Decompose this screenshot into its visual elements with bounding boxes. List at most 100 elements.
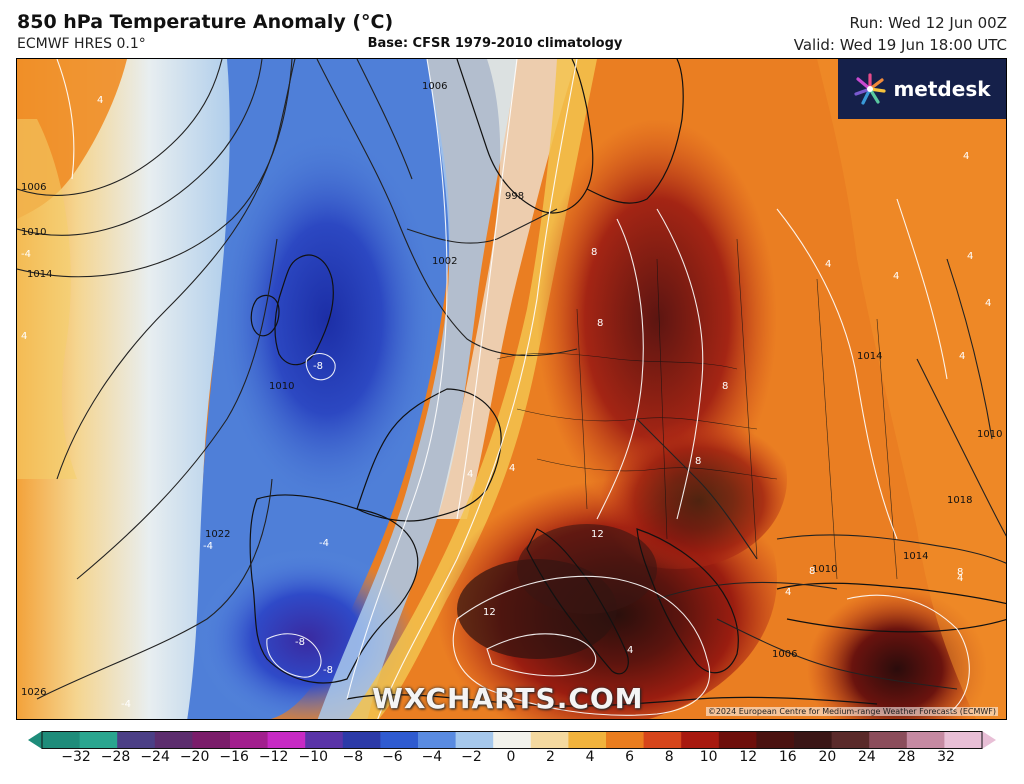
run-time-label: Run: Wed 12 Jun 00Z <box>849 14 1007 32</box>
isobar-label: 1006 <box>772 649 797 660</box>
anomaly-label: 8 <box>957 567 963 578</box>
climatology-base-label: Base: CFSR 1979-2010 climatology <box>0 36 990 51</box>
isobar-label: 1022 <box>205 529 230 540</box>
anomaly-label: 4 <box>963 151 969 162</box>
isobar-label: 1026 <box>21 687 46 698</box>
isobar-label: 1010 <box>812 564 837 575</box>
colorbar-segment <box>267 731 306 749</box>
anomaly-label: 8 <box>695 456 701 467</box>
anomaly-contours <box>56 59 970 719</box>
anomaly-label: -4 <box>203 541 213 552</box>
isobar-label: 1010 <box>269 381 294 392</box>
anomaly-label: 4 <box>957 573 963 584</box>
climatology-base-text: Base: CFSR 1979-2010 climatology <box>367 36 623 51</box>
colorbar-segment <box>79 731 118 749</box>
anomaly-label: 8 <box>597 318 603 329</box>
isobar-label: 1018 <box>947 495 972 506</box>
colorbar-segment <box>606 731 645 749</box>
colorbar-tick-label: −2 <box>461 749 482 765</box>
colorbar-tick-label: 10 <box>699 749 718 765</box>
colorbar-strip <box>28 731 996 749</box>
colorbar-segment <box>117 731 156 749</box>
colorbar-tick-label: 12 <box>739 749 758 765</box>
colorbar-segment <box>944 731 983 749</box>
colorbar-segments <box>42 731 983 749</box>
colorbar-segment <box>794 731 833 749</box>
colorbar: −32 −28 −24 −20 −16 −12 −10 −8 −6 −4 −2 0 2 4 6 8 10 12 16… <box>28 731 996 781</box>
colorbar-segment <box>869 731 908 749</box>
isobar-label: 1010 <box>21 227 46 238</box>
colorbar-segment <box>192 731 231 749</box>
colorbar-segment <box>831 731 870 749</box>
colorbar-segment <box>305 731 344 749</box>
anomaly-label: 4 <box>97 95 103 106</box>
colorbar-tick-label: 24 <box>857 749 876 765</box>
valid-time-label: Valid: Wed 19 Jun 18:00 UTC <box>793 36 1007 54</box>
anomaly-label: 4 <box>985 298 991 309</box>
colorbar-tick-label: 2 <box>546 749 555 765</box>
isobar-label: 1010 <box>977 429 1002 440</box>
colorbar-segment <box>493 731 532 749</box>
colorbar-tick-label: −20 <box>179 749 210 765</box>
colorbar-segment <box>380 731 419 749</box>
anomaly-label: -8 <box>323 665 333 676</box>
isobar-labels: 1006 1010 1014 1002 998 1010 1006 1014 1… <box>21 81 1002 698</box>
anomaly-label: -4 <box>21 249 31 260</box>
anomaly-label: -8 <box>313 361 323 372</box>
colorbar-tick-label: 32 <box>937 749 955 765</box>
colorbar-ticks: −32 −28 −24 −20 −16 −12 −10 −8 −6 −4 −2 0 2 4 6 8 10 12 16… <box>28 749 996 771</box>
anomaly-label: 4 <box>785 587 791 598</box>
colorbar-segment <box>568 731 607 749</box>
colorbar-tick-label: −12 <box>258 749 289 765</box>
isobar-label: 1002 <box>432 256 457 267</box>
colorbar-segment <box>718 731 757 749</box>
anomaly-label: -4 <box>319 538 329 549</box>
isobars <box>17 59 1006 700</box>
anomaly-label: 4 <box>825 259 831 270</box>
logo-text: metdesk <box>893 77 991 101</box>
isobar-label: 998 <box>505 191 524 202</box>
colorbar-tick-label: −24 <box>140 749 170 765</box>
watermark: WXCHARTS.COM <box>372 682 644 715</box>
copyright-notice: ©2024 European Centre for Medium-range W… <box>705 707 998 716</box>
colorbar-tick-label: −4 <box>421 749 443 765</box>
colorbar-segment <box>418 731 457 749</box>
colorbar-outline <box>41 731 983 749</box>
anomaly-label: 4 <box>959 351 965 362</box>
anomaly-label: 4 <box>967 251 973 262</box>
anomaly-label: -8 <box>295 637 305 648</box>
colorbar-segment <box>530 731 569 749</box>
colorbar-tick-label: 8 <box>664 749 674 765</box>
colorbar-tick-label: 16 <box>778 749 797 765</box>
colorbar-segment <box>643 731 682 749</box>
anomaly-label: 4 <box>509 463 515 474</box>
isobar-label: 1006 <box>422 81 447 92</box>
map-canvas: 1006 1010 1014 1002 998 1010 1006 1014 1… <box>17 59 1006 719</box>
model-label: ECMWF HRES 0.1° <box>17 36 146 52</box>
colorbar-tick-label: −32 <box>61 749 91 765</box>
colorbar-segment <box>756 731 795 749</box>
colorbar-tick-label: −16 <box>219 749 249 765</box>
colorbar-tick-label: −6 <box>382 749 403 765</box>
anomaly-label: 8 <box>722 381 728 392</box>
colorbar-tick-label: −8 <box>342 749 364 765</box>
anomaly-label: 4 <box>467 469 473 480</box>
colorbar-tick-label: 0 <box>506 749 516 765</box>
isobar-label: 1014 <box>903 551 928 562</box>
anomaly-label: 12 <box>483 607 496 618</box>
anomaly-labels: 4 4 -4 -8 -4 8 8 8 4 4 4 4 8 12 12 8 4 4… <box>21 95 991 710</box>
chart-header: 850 hPa Temperature Anomaly (°C) ECMWF H… <box>0 0 1024 58</box>
isobar-label: 1014 <box>27 269 52 280</box>
colorbar-tick-label: 28 <box>897 749 916 765</box>
colorbar-tick-label: −10 <box>298 749 329 765</box>
colorbar-segment <box>342 731 381 749</box>
isobar-label: 1014 <box>857 351 882 362</box>
coastlines <box>249 59 1006 707</box>
colorbar-segment <box>230 731 269 749</box>
colorbar-segment <box>455 731 494 749</box>
metdesk-logo: metdesk <box>838 59 1006 119</box>
colorbar-segment <box>42 731 81 749</box>
anomaly-label: 4 <box>21 331 27 342</box>
colorbar-tick-label: 6 <box>625 749 635 765</box>
anomaly-label: 8 <box>809 566 815 577</box>
